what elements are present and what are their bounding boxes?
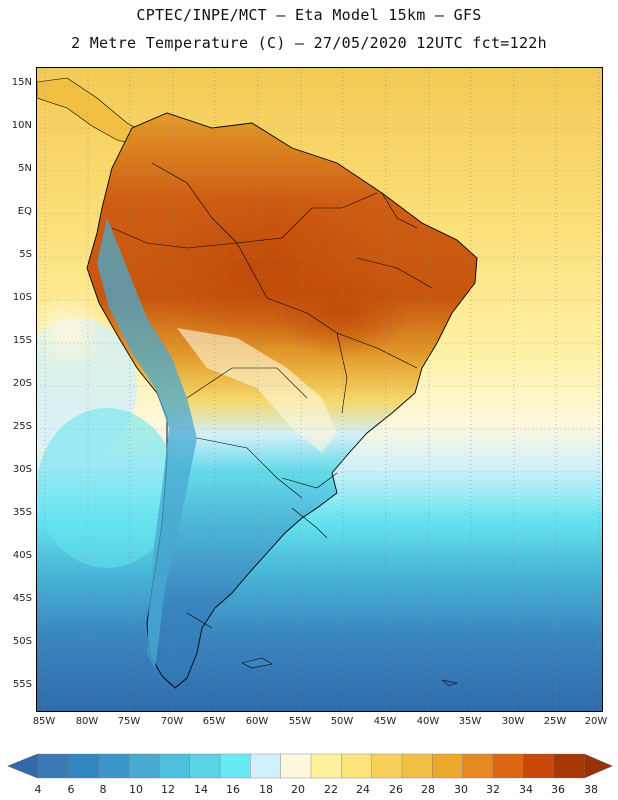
chart-title: CPTEC/INPE/MCT – Eta Model 15km – GFS: [136, 6, 482, 24]
colorbar-label-30: 30: [454, 783, 468, 796]
lon-label-20w: 20W: [584, 716, 608, 727]
colorbar-bin: [98, 753, 130, 779]
colorbar-label-10: 10: [129, 783, 143, 796]
colorbar-label-4: 4: [34, 783, 42, 796]
colorbar-label-16: 16: [226, 783, 240, 796]
lat-label-15s: 15S: [12, 335, 32, 346]
lon-label-80w: 80W: [75, 716, 99, 727]
colorbar-label-32: 32: [486, 783, 500, 796]
lat-label-20s: 20S: [12, 378, 32, 389]
colorbar-label-38: 38: [584, 783, 598, 796]
lat-label-eq: EQ: [17, 206, 32, 217]
south-georgia: [441, 679, 458, 687]
colorbar: [7, 753, 613, 779]
colorbar-bin: [462, 753, 494, 779]
colorbar-label-14: 14: [194, 783, 208, 796]
lon-label-65w: 65W: [202, 716, 226, 727]
colorbar-bin: [68, 753, 100, 779]
colorbar-label-26: 26: [389, 783, 403, 796]
colorbar-label-24: 24: [356, 783, 370, 796]
lat-label-45s: 45S: [12, 593, 32, 604]
colorbar-bin: [250, 753, 282, 779]
colorbar-bin: [341, 753, 373, 779]
pacific-cold-tongue: [37, 408, 177, 568]
graticule: [37, 68, 602, 711]
lon-label-75w: 75W: [117, 716, 141, 727]
pacific-warm-area: [37, 293, 107, 373]
colorbar-bin: [310, 753, 342, 779]
colorbar-label-36: 36: [551, 783, 565, 796]
temperature-map: [37, 68, 602, 711]
colorbar-label-8: 8: [99, 783, 107, 796]
colorbar-label-34: 34: [519, 783, 533, 796]
lat-label-35s: 35S: [12, 507, 32, 518]
lat-label-25s: 25S: [12, 421, 32, 432]
lon-label-85w: 85W: [32, 716, 56, 727]
lat-label-5s: 5S: [19, 249, 32, 260]
map-panel: [36, 67, 603, 712]
lat-label-50s: 50S: [12, 636, 32, 647]
andes-cold-ridge: [97, 218, 197, 668]
lon-label-60w: 60W: [245, 716, 269, 727]
chart-subtitle: 2 Metre Temperature (C) – 27/05/2020 12U…: [71, 34, 547, 52]
colorbar-bin: [553, 753, 585, 779]
colorbar-bin: [37, 753, 69, 779]
transition-zone: [177, 328, 337, 453]
lat-label-10s: 10S: [12, 292, 32, 303]
colorbar-high-arrow: [583, 753, 613, 779]
colorbar-bin: [159, 753, 191, 779]
colorbar-bin: [219, 753, 251, 779]
colorbar-bin: [432, 753, 464, 779]
colorbar-bin: [523, 753, 555, 779]
lat-label-30s: 30S: [12, 464, 32, 475]
lat-label-10n: 10N: [11, 120, 32, 131]
lon-label-55w: 55W: [288, 716, 312, 727]
lat-label-15n: 15N: [11, 77, 32, 88]
lon-label-30w: 30W: [501, 716, 525, 727]
falkland-islands: [241, 657, 273, 669]
lat-label-55s: 55S: [12, 679, 32, 690]
brazil-heat-core: [272, 268, 412, 358]
lon-label-25w: 25W: [543, 716, 567, 727]
colorbar-low-arrow: [7, 753, 39, 779]
lon-label-70w: 70W: [160, 716, 184, 727]
colorbar-bin: [401, 753, 433, 779]
colorbar-label-22: 22: [324, 783, 338, 796]
colorbar-bin: [128, 753, 160, 779]
country-borders: [111, 162, 433, 629]
colorbar-label-18: 18: [259, 783, 273, 796]
colorbar-bin: [492, 753, 524, 779]
colorbar-label-12: 12: [161, 783, 175, 796]
colorbar-label-28: 28: [421, 783, 435, 796]
colorbar-label-6: 6: [67, 783, 75, 796]
lon-label-35w: 35W: [458, 716, 482, 727]
lon-label-40w: 40W: [416, 716, 440, 727]
lon-label-45w: 45W: [373, 716, 397, 727]
colorbar-label-20: 20: [291, 783, 305, 796]
colorbar-bin: [280, 753, 312, 779]
lat-label-5n: 5N: [18, 163, 32, 174]
colorbar-bin: [189, 753, 221, 779]
colorbar-bin: [371, 753, 403, 779]
lon-label-50w: 50W: [330, 716, 354, 727]
lat-label-40s: 40S: [12, 550, 32, 561]
